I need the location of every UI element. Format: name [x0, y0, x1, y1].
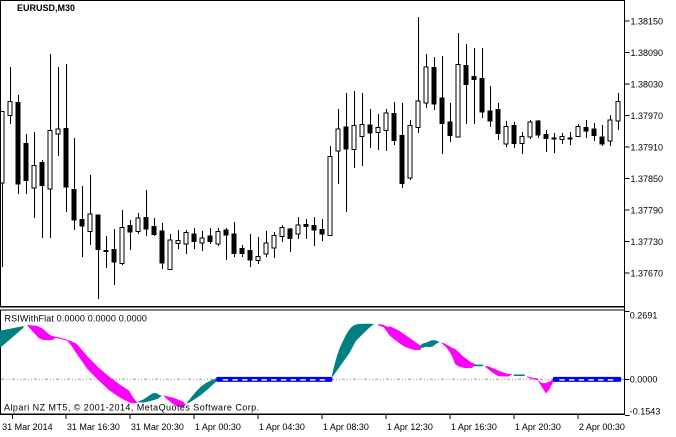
svg-text:1 Apr 12:30: 1 Apr 12:30: [387, 422, 433, 432]
svg-text:31 Mar 16:30: 31 Mar 16:30: [67, 422, 120, 432]
svg-text:1.38030: 1.38030: [631, 79, 664, 89]
svg-text:1 Apr 00:30: 1 Apr 00:30: [195, 422, 241, 432]
svg-text:2 Apr 00:30: 2 Apr 00:30: [579, 422, 625, 432]
svg-text:31 Mar 20:30: 31 Mar 20:30: [131, 422, 184, 432]
svg-text:1.38150: 1.38150: [631, 16, 664, 26]
svg-text:1.37730: 1.37730: [631, 237, 664, 247]
svg-text:1 Apr 16:30: 1 Apr 16:30: [451, 422, 497, 432]
svg-text:1.37670: 1.37670: [631, 268, 664, 278]
svg-text:1 Apr 20:30: 1 Apr 20:30: [515, 422, 561, 432]
svg-text:RSIWithFlat 0.0000 0.0000 0.00: RSIWithFlat 0.0000 0.0000 0.0000: [5, 313, 148, 323]
svg-text:0.0000: 0.0000: [630, 375, 658, 385]
svg-text:-0.1543: -0.1543: [630, 406, 661, 416]
svg-text:1.37910: 1.37910: [631, 142, 664, 152]
svg-text:1 Apr 04:30: 1 Apr 04:30: [259, 422, 305, 432]
svg-text:1.37850: 1.37850: [631, 174, 664, 184]
svg-text:1.37970: 1.37970: [631, 111, 664, 121]
svg-text:Alpari NZ MT5, © 2001-2014, Me: Alpari NZ MT5, © 2001-2014, MetaQuotes S…: [4, 403, 260, 413]
svg-text:1 Apr 08:30: 1 Apr 08:30: [323, 422, 369, 432]
svg-text:EURUSD,M30: EURUSD,M30: [17, 3, 75, 13]
svg-text:0.2691: 0.2691: [630, 310, 658, 320]
svg-text:1.37790: 1.37790: [631, 205, 664, 215]
svg-text:31 Mar 2014: 31 Mar 2014: [2, 422, 53, 432]
svg-text:1.38090: 1.38090: [631, 48, 664, 58]
